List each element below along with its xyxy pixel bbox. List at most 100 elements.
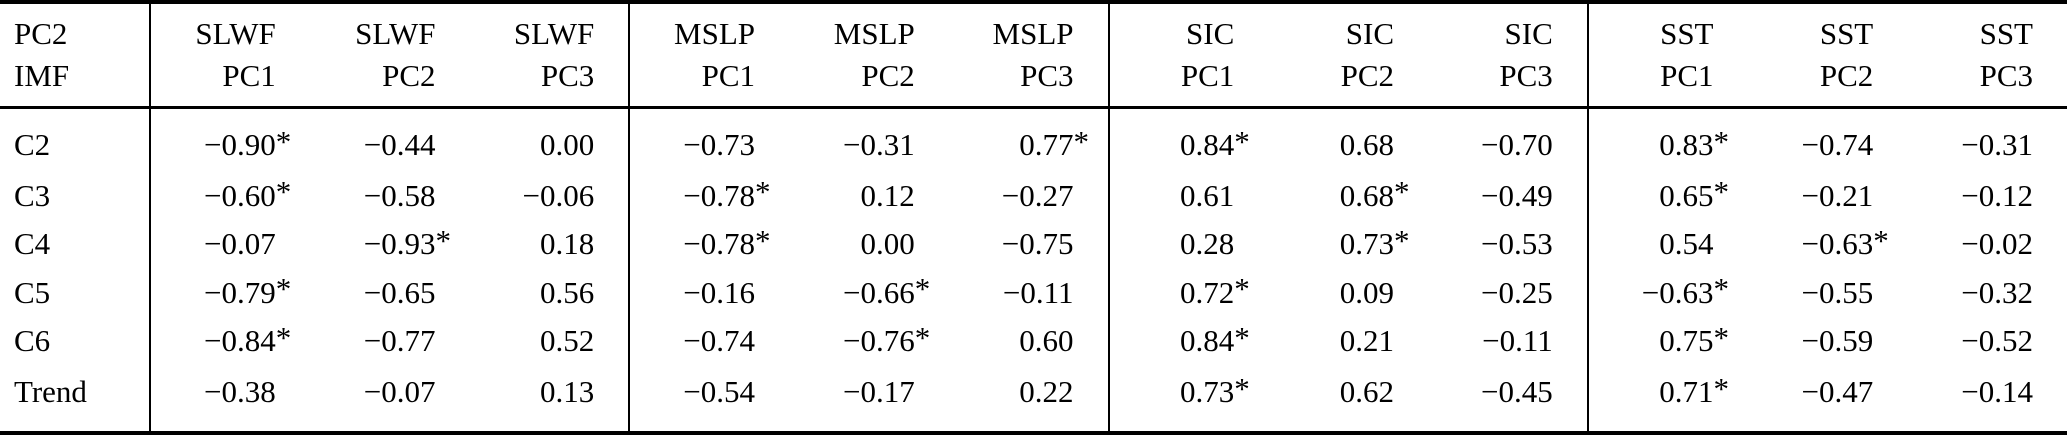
significance-star: * (1394, 174, 1410, 210)
correlation-cell: −0.07 (149, 220, 310, 269)
header-group-slwf: SLWF (355, 16, 436, 51)
correlation-cell: −0.84 * (149, 317, 310, 366)
row-label: C6 (14, 323, 51, 359)
correlation-cell: 0.13 (540, 374, 595, 410)
correlation-cell: −0.02 (1961, 226, 2033, 262)
correlation-cell: −0.76 * (843, 319, 931, 359)
correlation-cell: −0.47 (1801, 374, 1874, 410)
significance-star: * (755, 174, 771, 210)
header-row-variables: PC2 SLWF SLWF SLWF MSLP MSLP MSLP SIC SI… (0, 2, 2067, 52)
significance-star: * (1234, 123, 1250, 159)
significance-star: * (275, 123, 292, 159)
significance-star: * (1234, 319, 1250, 355)
correlation-cell: −0.25 (1481, 274, 1553, 310)
significance-star: * (1713, 370, 1730, 406)
significance-star: * (914, 271, 931, 307)
row-label: C2 (14, 127, 51, 163)
correlation-cell: −0.06 (522, 177, 595, 213)
correlation-cell: 0.12 (860, 177, 915, 213)
significance-star: * (1873, 222, 1889, 258)
correlation-cell: −0.79 * (149, 268, 310, 318)
correlation-cell: −0.52 (1961, 323, 2033, 359)
correlation-cell: −0.78 * (628, 171, 789, 221)
correlation-cell: 0.68 (1339, 127, 1394, 163)
correlation-cell: 0.56 (540, 274, 595, 310)
correlation-cell: 0.54 (1586, 220, 1748, 269)
correlation-cell: 0.52 (540, 323, 595, 359)
correlation-cell: −0.65 (363, 274, 436, 310)
header-mslp-pc3: PC3 (948, 52, 1109, 109)
significance-star: * (275, 271, 292, 307)
significance-star: * (1394, 222, 1410, 258)
header-slwf-pc2: PC2 (309, 52, 470, 109)
correlation-cell: 0.62 (1339, 374, 1394, 410)
correlation-cell: −0.27 (1001, 177, 1074, 213)
correlation-cell: −0.53 (1481, 226, 1553, 262)
correlation-cell: −0.74 (1801, 127, 1874, 163)
header-slwf-pc3: PC3 (469, 52, 630, 109)
header-group-slwf: SLWF (513, 16, 595, 51)
table-row: Trend −0.38 −0.07 0.13 −0.54 −0.17 0.22 0.73 * 0.… (0, 365, 2067, 433)
correlation-cell: −0.54 (628, 365, 789, 433)
correlation-cell: −0.66 * (843, 271, 931, 310)
header-sic-pc1: PC1 (1107, 52, 1269, 109)
correlation-cell: 0.28 (1107, 220, 1269, 269)
correlation-cell: −0.14 (1961, 374, 2033, 410)
correlation-cell: −0.60 * (149, 171, 310, 221)
correlation-cell: −0.74 (628, 317, 789, 366)
table-row: C5 −0.79 * −0.65 0.56 −0.16 −0.66 * −0.11 0.72 * 0.… (0, 268, 2067, 318)
correlation-cell: −0.31 (843, 127, 915, 163)
correlation-cell: 0.18 (540, 226, 595, 262)
correlation-cell: 0.72 * (1107, 268, 1269, 318)
table-row: C4 −0.07 −0.93 * 0.18 −0.78 * 0.00 −0.75 0.28 0.73… (0, 220, 2067, 269)
correlation-cell: 0.65 * (1586, 171, 1748, 221)
header-sst-pc2: PC2 (1747, 52, 1908, 109)
header-group-sst: SST (1586, 2, 1748, 52)
table-row: C2 −0.90 * −0.44 0.00 −0.73 −0.31 0.77 * 0.84 * 0.6… (0, 107, 2067, 172)
header-mslp-pc1: PC1 (628, 52, 789, 109)
header-slwf-pc1: PC1 (149, 52, 310, 109)
header-row-pcs: IMF PC1 PC2 PC3 PC1 PC2 PC3 PC1 PC2 PC3 … (0, 52, 2067, 109)
correlation-cell: 0.61 (1107, 171, 1269, 221)
correlation-cell: 0.00 (860, 226, 915, 262)
header-group-slwf: SLWF (149, 2, 310, 52)
header-group-mslp: MSLP (992, 16, 1074, 51)
table-header: PC2 SLWF SLWF SLWF MSLP MSLP MSLP SIC SI… (0, 2, 2067, 109)
correlation-cell: −0.73 (628, 107, 789, 172)
row-label: C4 (14, 226, 51, 262)
significance-star: * (1713, 123, 1730, 159)
correlation-cell: 0.00 (540, 127, 595, 163)
significance-star: * (1713, 319, 1730, 355)
header-sic-pc2: PC2 (1268, 52, 1428, 109)
correlation-cell: 0.84 * (1107, 107, 1269, 172)
correlation-cell: −0.32 (1961, 274, 2033, 310)
correlation-cell: −0.11 (1002, 274, 1074, 310)
correlation-cell: −0.38 (149, 365, 310, 433)
header-sst-pc3: PC3 (1907, 52, 2067, 109)
correlation-cell: 0.71 * (1586, 365, 1748, 433)
correlation-cell: −0.55 (1801, 274, 1874, 310)
correlation-cell: 0.09 (1339, 274, 1394, 310)
correlation-cell: 0.83 * (1586, 107, 1748, 172)
correlation-cell: 0.77 * (1019, 123, 1089, 163)
significance-star: * (275, 319, 292, 355)
correlation-cell: −0.07 (363, 374, 436, 410)
header-group-mslp: MSLP (628, 2, 789, 52)
correlation-cell: −0.63 * (1801, 222, 1889, 262)
table-row: C3 −0.60 * −0.58 −0.06 −0.78 * 0.12 −0.27 0.61 0.6… (0, 171, 2067, 221)
header-group-sst: SST (1819, 16, 1874, 51)
significance-star: * (1234, 271, 1250, 307)
correlation-cell: −0.44 (363, 127, 436, 163)
correlation-cell: −0.75 (1001, 226, 1074, 262)
header-group-sst: SST (1979, 16, 2033, 51)
correlation-cell: 0.68 * (1339, 174, 1410, 213)
row-label: Trend (14, 374, 87, 410)
row-label: C3 (14, 177, 51, 213)
correlation-cell: 0.75 * (1586, 317, 1748, 366)
correlation-cell: −0.11 (1482, 323, 1553, 359)
row-label: C5 (14, 274, 51, 310)
correlation-cell: −0.70 (1481, 127, 1553, 163)
correlation-cell: −0.49 (1481, 177, 1553, 213)
correlation-cell: −0.17 (843, 374, 915, 410)
